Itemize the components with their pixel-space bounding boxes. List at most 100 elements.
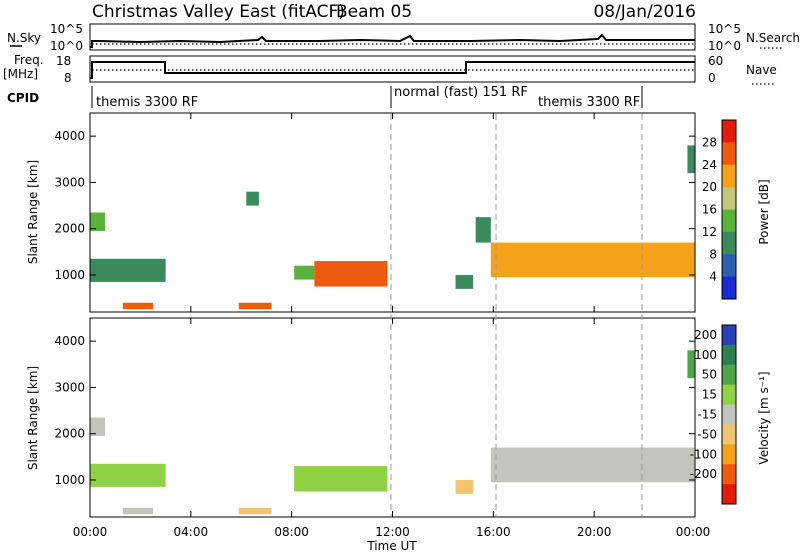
power-y-label: Slant Range [km] [26,160,40,264]
freq-bottom-tick: 8 [64,71,72,85]
velocity-colorbar-swatch [722,444,736,465]
velocity-colorbar-tick: -100 [690,447,717,461]
velocity-cell [687,350,695,379]
power-cell [475,217,491,243]
velocity-colorbar-swatch [722,484,736,505]
power-colorbar-swatch [722,164,736,188]
power-cell [238,302,272,310]
cpid-segment-1: themis 3300 RF [96,95,198,110]
power-colorbar-swatch [722,231,736,255]
freq-frame [89,55,696,83]
freq-label: Freq. [14,53,44,67]
freq-unit-label: [MHz] [3,67,38,81]
power-colorbar: 4 8 12 16 20 24 28 [702,119,737,300]
velocity-colorbar-tick: 100 [694,348,717,362]
velocity-cell [294,466,388,492]
velocity-y-tick-label: 2000 [54,427,85,441]
nsearch-bottom-tick: 10^0 [708,39,741,53]
power-colorbar-swatch [722,254,736,278]
velocity-colorbar-swatch [722,464,736,485]
nave-bottom-tick: 0 [708,71,716,85]
velocity-y-tick-label: 4000 [54,334,85,348]
power-colorbar-tick: 20 [702,180,717,194]
velocity-y-tick-label: 3000 [54,380,85,394]
velocity-cell [490,447,695,483]
velocity-heatmap-cells [90,350,695,515]
velocity-colorbar-swatch [722,344,736,366]
nsky-top-tick: 10^5 [50,22,83,36]
velocity-colorbar: 200 100 50 15 -15 -50 -100 -200 [690,324,737,505]
velocity-cell [90,417,106,437]
power-colorbar-tick: 12 [702,225,717,239]
velocity-colorbar-tick: 200 [694,328,717,342]
power-cell [246,191,259,206]
nsky-label: N.Sky [7,31,41,45]
time-tick-label: 12:00 [375,525,410,539]
time-tick-label: 00:00 [73,525,108,539]
station-title: Christmas Valley East (fitACF) [92,2,345,22]
power-heatmap-cells [90,145,695,310]
velocity-colorbar-label: Velocity [m s⁻¹] [757,371,771,464]
power-colorbar-swatch [722,209,736,233]
power-colorbar-swatch [722,120,736,143]
velocity-colorbar-swatch [722,404,736,425]
cpid-segment-3: themis 3300 RF [538,95,640,110]
cpid-segment-2: normal (fast) 151 RF [394,85,528,100]
velocity-colorbar-tick: -15 [697,408,717,422]
time-axis: 00:00 04:00 08:00 12:00 16:00 20:00 00:00 [73,113,711,539]
power-cell [90,258,166,282]
power-colorbar-swatch [722,142,736,166]
power-y-tick-label: 2000 [54,222,85,236]
power-cell [490,242,695,278]
freq-line [90,61,695,79]
velocity-colorbar-swatch [722,325,736,346]
x-axis-label: Time UT [366,539,417,553]
power-colorbar-tick: 24 [702,158,717,172]
time-tick-label: 00:00 [676,525,711,539]
velocity-colorbar-swatch [722,424,736,445]
velocity-y-axis: 1000 2000 3000 4000 [54,334,695,487]
velocity-colorbar-swatch [722,384,736,406]
time-tick-label: 20:00 [577,525,612,539]
power-colorbar-label: Power [dB] [757,179,771,244]
velocity-colorbar-tick: -50 [697,427,717,441]
velocity-y-label: Slant Range [km] [26,366,40,470]
velocity-colorbar-tick: 15 [702,388,717,402]
time-tick-label: 08:00 [274,525,309,539]
velocity-colorbar-tick: -200 [690,467,717,481]
nave-label: Nave [746,63,777,77]
beam-label: Beam 05 [336,2,412,22]
nsky-line [90,33,695,48]
freq-top-tick: 18 [56,54,71,68]
velocity-cell [90,463,166,487]
velocity-cell [122,507,154,515]
power-y-tick-label: 1000 [54,268,85,282]
power-y-tick-label: 3000 [54,175,85,189]
nsearch-label: N.Search [746,31,800,45]
date-label: 08/Jan/2016 [593,2,696,22]
power-colorbar-tick: 28 [702,135,717,149]
nsky-bottom-tick: 10^0 [50,39,83,53]
power-colorbar-frame [721,119,737,300]
velocity-colorbar-tick: 50 [702,368,717,382]
velocity-panel: 1000 2000 3000 4000 Slant Range [km] [26,317,696,518]
power-panel: 1000 2000 3000 4000 Slant Range [km] [26,112,696,313]
power-y-tick-label: 4000 [54,129,85,143]
power-y-axis: 1000 2000 3000 4000 [54,129,695,282]
power-cell [687,145,695,174]
velocity-colorbar-swatch [722,364,736,386]
freq-panel: Freq. [MHz] 18 8 60 0 Nave [3,53,777,85]
power-colorbar-tick: 16 [702,203,717,217]
power-cell [314,261,388,287]
nave-top-tick: 60 [708,54,723,68]
time-tick-label: 16:00 [476,525,511,539]
nsky-panel: N.Sky 10^5 10^0 10^5 10^0 N.Search [7,22,800,53]
time-tick-label: 04:00 [174,525,209,539]
power-colorbar-swatch [722,187,736,210]
velocity-cell [238,507,272,515]
power-cell [455,274,474,289]
velocity-cell [455,479,474,494]
power-colorbar-tick: 4 [709,270,717,284]
power-cell [122,302,154,310]
